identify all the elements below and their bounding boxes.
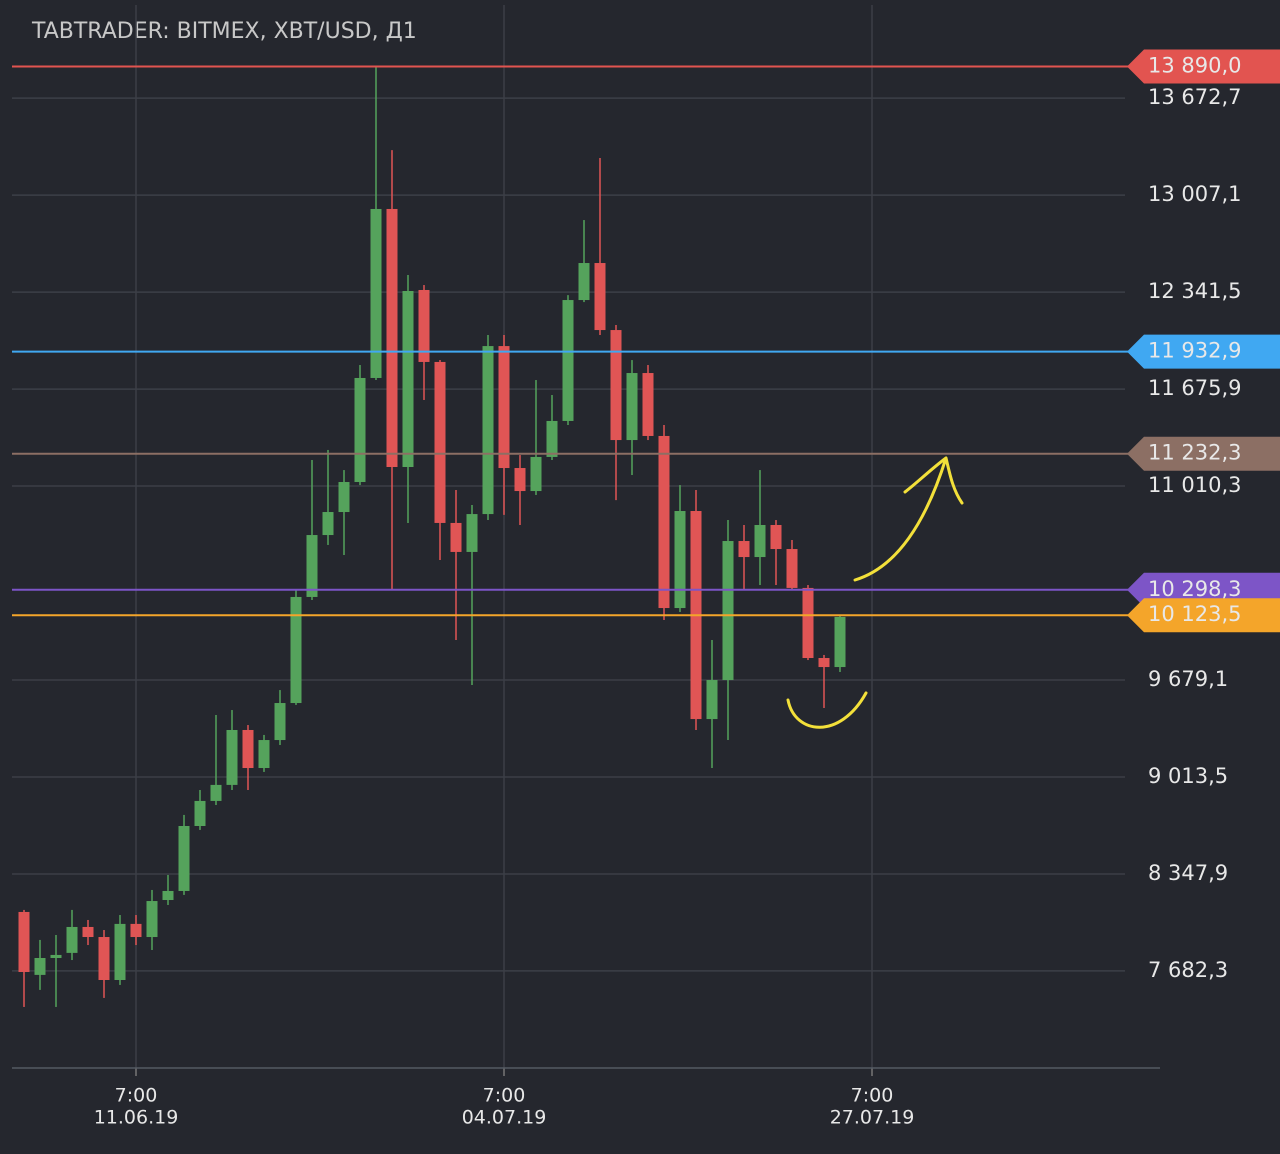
x-tick-label: 11.06.19 [94, 1107, 179, 1129]
candle-body [514, 468, 526, 492]
annotation-curve [786, 691, 868, 729]
x-tick-label: 27.07.19 [830, 1107, 915, 1129]
candle-body [194, 800, 206, 826]
level-label: 10 298,3 [1148, 577, 1242, 601]
y-tick-label: 8 347,9 [1148, 861, 1228, 885]
candle-body [818, 658, 830, 668]
candle-body [82, 926, 94, 938]
chart-title: TABTRADER: BITMEX, XBT/USD, Д1 [31, 19, 417, 44]
candle-body [322, 512, 334, 536]
level-label: 13 890,0 [1148, 53, 1242, 77]
candle-body [338, 482, 350, 513]
candle-body [210, 784, 222, 801]
candle-body [146, 901, 158, 938]
candle-body [594, 263, 606, 331]
x-tick-time: 7:00 [851, 1085, 894, 1107]
x-tick-label: 04.07.19 [462, 1107, 547, 1129]
candle-body [834, 616, 846, 668]
candle-body [802, 587, 814, 659]
level-tag [1127, 598, 1280, 633]
candle-body [786, 549, 798, 588]
candle-body [114, 923, 126, 980]
candle-body [642, 373, 654, 436]
candle-body [402, 291, 414, 468]
candle-body [162, 890, 174, 901]
candle-body [626, 373, 638, 441]
y-tick-label: 11 010,3 [1148, 473, 1242, 497]
candle-body [610, 330, 622, 441]
y-tick-label: 13 672,7 [1148, 85, 1242, 109]
candle-body [530, 456, 542, 492]
candle-body [178, 825, 190, 891]
candle-body [242, 729, 254, 769]
candle-body [450, 522, 462, 552]
candle-body [258, 740, 270, 769]
candle-body [674, 511, 686, 609]
candle-body [306, 535, 318, 597]
candle-body [98, 937, 110, 980]
candle-body [578, 263, 590, 301]
level-label: 11 932,9 [1148, 339, 1242, 363]
y-tick-label: 12 341,5 [1148, 279, 1242, 303]
x-tick-time: 7:00 [115, 1085, 158, 1107]
level-tag [1127, 436, 1280, 471]
y-tick-label: 9 013,5 [1148, 764, 1228, 788]
candle-body [34, 957, 46, 975]
level-label: 11 232,3 [1148, 441, 1242, 465]
candle-body [546, 420, 558, 457]
candle-body [50, 954, 62, 958]
candle-body [354, 377, 366, 483]
candle-body [130, 923, 142, 938]
level-label: 10 123,5 [1148, 602, 1242, 626]
candle-body [770, 524, 782, 550]
y-tick-label: 11 675,9 [1148, 376, 1242, 400]
candle-body [706, 680, 718, 720]
levels: 13 890,0 11 932,9 11 232,3 10 298,310 123,5 [12, 49, 1280, 633]
candle-body [226, 729, 238, 785]
y-tick-label: 9 679,1 [1148, 667, 1228, 691]
candle-body [370, 208, 382, 378]
candle-body [18, 911, 30, 972]
grid [12, 5, 1160, 1076]
candle-body [658, 435, 670, 609]
candle-body [498, 346, 510, 469]
candle-body [466, 514, 478, 552]
candle-body [722, 541, 734, 681]
candle-body [386, 208, 398, 468]
candle-body [562, 300, 574, 421]
candle-body [738, 541, 750, 558]
candle-body [274, 703, 286, 741]
candle-body [290, 596, 302, 704]
y-tick-label: 7 682,3 [1148, 958, 1228, 982]
candle-body [434, 361, 446, 523]
candles [18, 66, 846, 1007]
candle-body [482, 346, 494, 515]
annotation-arrow [853, 456, 964, 582]
level-tag [1127, 334, 1280, 369]
candle-body [418, 289, 430, 362]
y-tick-label: 13 007,1 [1148, 182, 1242, 206]
candle-body [66, 926, 78, 953]
level-tag [1127, 49, 1280, 84]
x-tick-time: 7:00 [483, 1085, 526, 1107]
candle-body [754, 524, 766, 558]
